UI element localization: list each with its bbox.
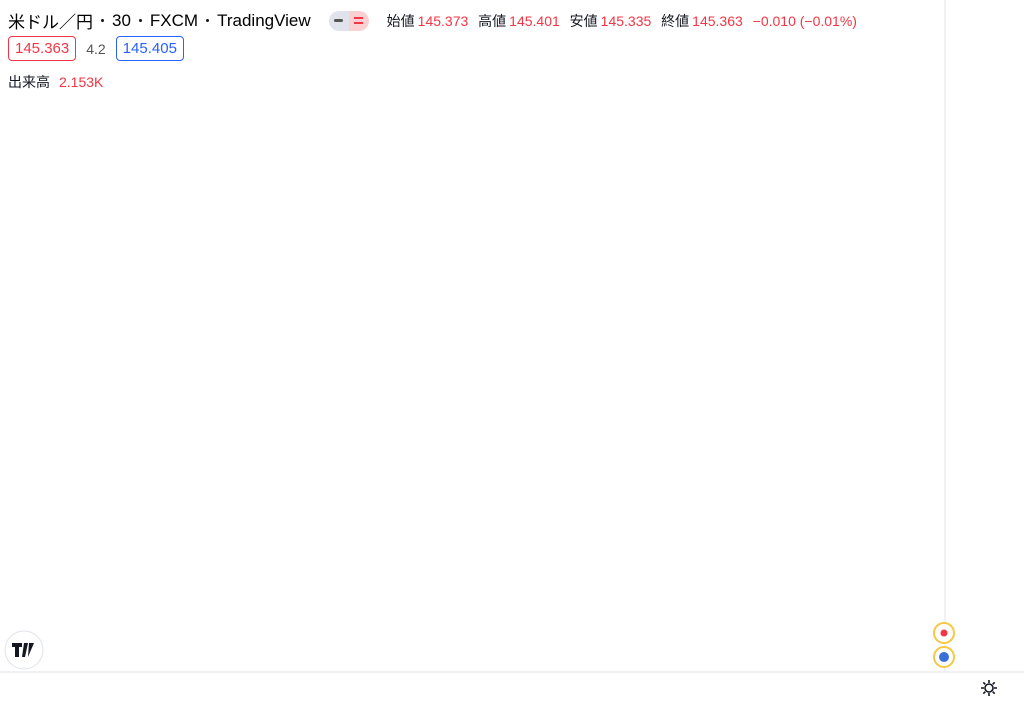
- change: −0.010 (−0.01%): [752, 12, 857, 29]
- icon[interactable]: [933, 622, 955, 644]
- header: 米ドル／円 30 FXCM TradingView 始値 145.373 高値 14…: [8, 8, 857, 33]
- label: 始値: [386, 12, 415, 29]
- icon[interactable]: [933, 646, 955, 668]
- spread: 4.2: [86, 40, 106, 57]
- ask[interactable]: 145.405: [115, 36, 184, 61]
- source: FXCM: [149, 10, 199, 30]
- value: 145.401: [509, 12, 560, 29]
- volume-row: 出来高 2.153K: [8, 72, 103, 92]
- bid[interactable]: 145.363: [8, 36, 77, 61]
- label: 終値: [661, 12, 690, 29]
- label: 安値: [569, 12, 598, 29]
- ohlc: 始値 145.373 高値 145.401 安値 145.335 終値 145.363 …: [387, 11, 857, 31]
- toggle[interactable]: [328, 10, 369, 31]
- value: 145.335: [600, 12, 652, 29]
- symbol: 米ドル／円: [8, 13, 93, 32]
- value: 2.153K: [59, 74, 104, 90]
- value: 145.373: [417, 12, 469, 29]
- value: 145.363: [692, 12, 743, 29]
- label: 出来高: [8, 74, 50, 90]
- platform: TradingView: [217, 10, 311, 30]
- tv-logo: [4, 630, 44, 670]
- label: 高値: [478, 12, 507, 29]
- settings-icon[interactable]: [981, 680, 997, 696]
- quote-row: 145.363 4.2 145.405: [8, 36, 184, 61]
- interval: 30: [112, 10, 131, 30]
